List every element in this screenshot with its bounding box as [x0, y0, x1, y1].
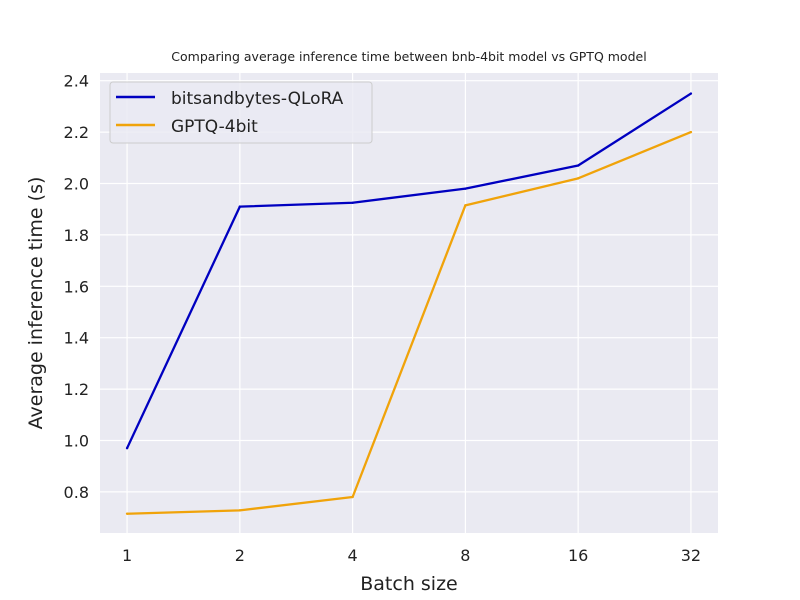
legend-label-bitsandbytes-qlora: bitsandbytes-QLoRA	[171, 89, 344, 109]
y-ticks: 0.8 1.0 1.2 1.4 1.6 1.8 2.0 2.2 2.4	[64, 72, 89, 502]
data-point	[576, 177, 580, 180]
plot-area	[100, 73, 718, 533]
data-point	[125, 512, 129, 515]
x-tick-label: 32	[681, 546, 701, 565]
y-tick-label: 1.0	[64, 431, 89, 450]
data-point	[238, 509, 242, 512]
x-tick-label: 1	[122, 546, 132, 565]
data-point	[689, 130, 693, 134]
data-point	[464, 187, 467, 190]
legend-label-gptq-4bit: GPTQ-4bit	[171, 117, 258, 137]
legend: bitsandbytes-QLoRA GPTQ-4bit	[109, 81, 373, 144]
x-ticks: 1 2 4 8 16 32	[122, 546, 701, 565]
x-tick-label: 16	[568, 546, 588, 565]
y-tick-label: 1.4	[64, 329, 89, 348]
y-tick-label: 2.4	[64, 72, 89, 91]
y-axis-label: Average inference time (s)	[25, 177, 47, 430]
x-tick-label: 8	[460, 546, 470, 565]
series-line-bitsandbytes-qlora	[126, 92, 692, 449]
x-tick-label: 4	[348, 546, 358, 565]
data-point	[351, 495, 354, 499]
y-tick-label: 0.8	[64, 483, 89, 502]
y-tick-label: 2.0	[64, 175, 89, 194]
data-point	[238, 205, 242, 208]
y-tick-label: 1.2	[64, 380, 89, 399]
y-tick-label: 1.6	[64, 277, 89, 296]
series-group	[125, 92, 693, 515]
y-tick-label: 2.2	[64, 123, 89, 142]
data-point	[689, 92, 693, 95]
data-point	[576, 164, 580, 167]
series-line-gptq-4bit	[127, 131, 692, 515]
legend-box	[109, 81, 373, 144]
data-point	[351, 201, 354, 204]
chart-title: Comparing average inference time between…	[171, 49, 646, 64]
x-axis-label: Batch size	[360, 573, 458, 595]
y-tick-label: 1.8	[64, 226, 89, 245]
data-point	[464, 204, 467, 207]
data-point	[125, 446, 129, 450]
x-tick-label: 2	[235, 546, 245, 565]
